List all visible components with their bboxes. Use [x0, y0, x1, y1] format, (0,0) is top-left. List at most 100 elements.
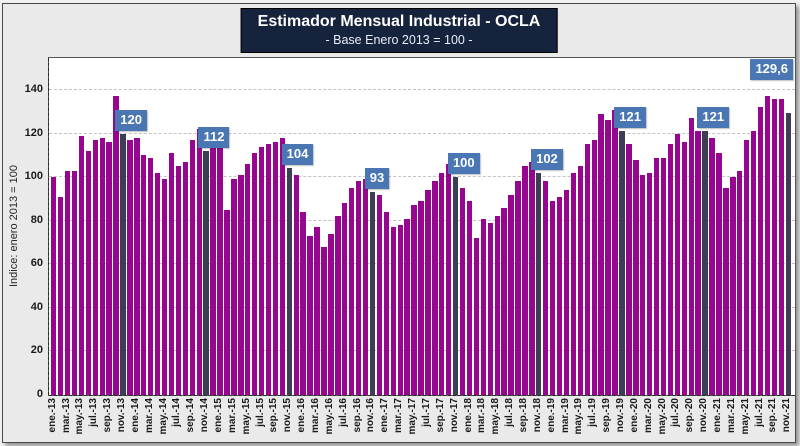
bar-mar.-15 — [231, 179, 237, 395]
y-tick-80: 80 — [30, 213, 43, 226]
y-tick-40: 40 — [30, 300, 43, 313]
bar-oct.-15 — [279, 137, 286, 395]
bar-dic.-19 — [626, 144, 632, 395]
bar-nov.-21 — [785, 112, 791, 395]
x-tick-ene.-20: ene.-20 — [628, 398, 640, 433]
x-tick-nov.-20: nov.-20 — [698, 398, 710, 433]
bar-nov.-18 — [536, 172, 542, 395]
bar-dic.-13 — [127, 140, 133, 395]
bar-ene.-18 — [466, 201, 473, 395]
bar-dic.-14 — [210, 140, 216, 395]
bar-may.-20 — [660, 157, 667, 395]
x-tick-nov.-16: nov.-16 — [365, 398, 377, 433]
data-label-nov.-13: 120 — [115, 109, 147, 131]
x-tick-may.-17: may.-17 — [407, 398, 419, 435]
x-tick-mar.-17: mar.-17 — [393, 398, 405, 434]
x-tick-mar.-18: mar.-18 — [476, 398, 488, 434]
bar-oct.-14 — [196, 129, 202, 395]
x-tick-ene.-14: ene.-14 — [129, 398, 141, 433]
bar-jun.-20 — [667, 144, 674, 395]
bar-ago.-15 — [265, 144, 272, 395]
bar-ago.-19 — [598, 113, 604, 395]
x-tick-mar.-16: mar.-16 — [310, 398, 322, 434]
x-tick-may.-21: may.-21 — [739, 398, 751, 435]
x-tick-sep.-17: sep.-17 — [434, 398, 446, 433]
x-tick-nov.-21: nov.-21 — [781, 398, 793, 433]
chart-title-box: Estimador Mensual Industrial - OCLA - Ba… — [240, 8, 558, 53]
bar-sep.-18 — [522, 166, 528, 395]
bar-dic.-18 — [543, 181, 549, 395]
bar-may.-16 — [328, 233, 334, 395]
x-tick-may.-14: may.-14 — [157, 398, 169, 435]
bar-abr.-15 — [238, 174, 244, 395]
bar-dic.-15 — [293, 174, 299, 395]
y-tick-20: 20 — [30, 344, 43, 357]
bar-mar.-16 — [314, 227, 320, 395]
bar-sep.-20 — [688, 118, 694, 395]
x-tick-mar.-13: mar.-13 — [60, 398, 72, 434]
x-tick-sep.-19: sep.-19 — [601, 398, 613, 433]
y-tick-100: 100 — [24, 170, 43, 183]
bar-ago.-18 — [515, 181, 521, 395]
bar-abr.-20 — [653, 157, 660, 395]
bar-ene.-19 — [549, 201, 556, 395]
bar-jun.-14 — [168, 153, 175, 395]
bar-jun.-13 — [85, 150, 92, 395]
bar-jul.-16 — [342, 203, 348, 395]
x-tick-nov.-19: nov.-19 — [614, 398, 626, 433]
bar-may.-19 — [577, 166, 584, 395]
x-tick-ene.-17: ene.-17 — [379, 398, 391, 433]
x-tick-jul.-14: jul.-14 — [171, 398, 183, 427]
bar-ene.-21 — [716, 153, 722, 395]
x-tick-mar.-19: mar.-19 — [559, 398, 571, 434]
x-tick-jul.-19: jul.-19 — [587, 398, 599, 427]
bar-feb.-15 — [224, 209, 230, 395]
bar-abr.-17 — [404, 218, 410, 395]
x-tick-may.-19: may.-19 — [573, 398, 585, 435]
bar-ago.-13 — [99, 137, 105, 395]
x-tick-sep.-14: sep.-14 — [185, 398, 197, 433]
bar-mar.-17 — [397, 225, 403, 395]
x-tick-ene.-21: ene.-21 — [711, 398, 723, 433]
bar-abr.-16 — [321, 246, 327, 395]
bar-jul.-18 — [508, 194, 514, 395]
bar-jul.-19 — [591, 140, 597, 395]
gridline-100 — [49, 176, 795, 178]
x-tick-sep.-18: sep.-18 — [517, 398, 529, 433]
bar-feb.-16 — [307, 235, 313, 395]
bar-feb.-18 — [473, 238, 480, 395]
bar-mar.-14 — [148, 157, 154, 395]
bar-may.-13 — [78, 135, 85, 395]
bar-jul.-14 — [175, 166, 182, 395]
bar-may.-21 — [744, 140, 750, 395]
y-axis-line — [48, 58, 49, 395]
bar-mar.-18 — [480, 218, 487, 395]
bar-jul.-15 — [258, 146, 265, 395]
bar-may.-15 — [245, 164, 251, 395]
bar-ene.-13 — [51, 177, 57, 395]
bar-oct.-20 — [695, 131, 701, 395]
x-tick-may.-13: may.-13 — [74, 398, 86, 435]
x-tick-sep.-15: sep.-15 — [268, 398, 280, 433]
bar-sep.-17 — [439, 172, 445, 395]
bar-nov.-20 — [702, 131, 708, 395]
bar-abr.-21 — [737, 170, 743, 395]
bar-oct.-18 — [529, 161, 535, 395]
x-tick-sep.-16: sep.-16 — [351, 398, 363, 433]
bar-ago.-16 — [348, 188, 355, 395]
bar-jul.-17 — [425, 190, 431, 395]
data-label-nov.-15: 104 — [281, 144, 314, 166]
x-tick-nov.-15: nov.-15 — [282, 398, 294, 433]
bar-ene.-14 — [134, 137, 140, 395]
bar-abr.-18 — [487, 222, 493, 395]
y-tick-60: 60 — [30, 257, 43, 270]
bar-oct.-21 — [778, 98, 785, 395]
bar-ene.-15 — [217, 146, 223, 395]
x-tick-may.-16: may.-16 — [323, 398, 335, 435]
x-tick-ene.-18: ene.-18 — [462, 398, 474, 433]
data-label-nov.-19: 121 — [614, 107, 646, 129]
x-tick-may.-18: may.-18 — [490, 398, 502, 435]
bar-nov.-17 — [452, 177, 459, 395]
bar-feb.-19 — [556, 196, 563, 395]
bar-nov.-19 — [619, 131, 625, 395]
